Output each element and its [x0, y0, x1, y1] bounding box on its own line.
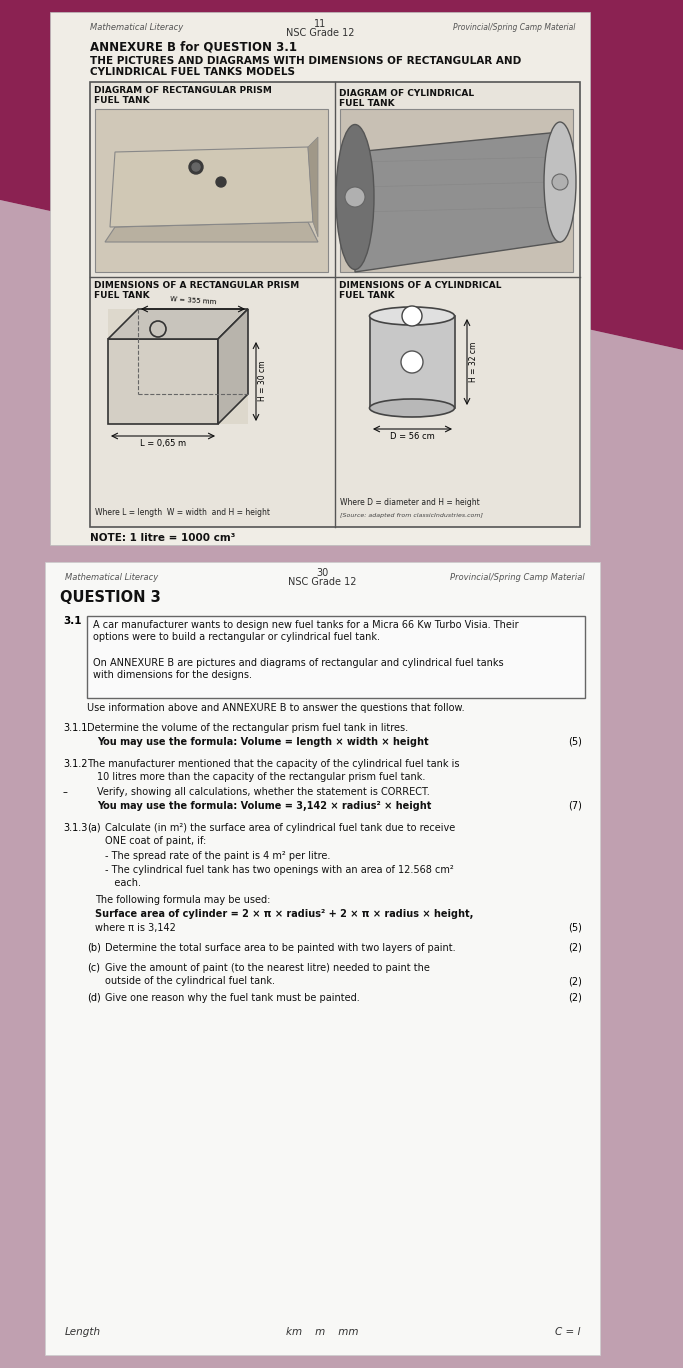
Text: 3.1.1: 3.1.1 — [63, 724, 87, 733]
Text: The manufacturer mentioned that the capacity of the cylindrical fuel tank is: The manufacturer mentioned that the capa… — [87, 759, 460, 769]
Circle shape — [216, 176, 226, 187]
Text: The following formula may be used:: The following formula may be used: — [95, 895, 270, 906]
Text: FUEL TANK: FUEL TANK — [339, 291, 395, 300]
Text: NOTE: 1 litre = 1000 cm³: NOTE: 1 litre = 1000 cm³ — [90, 534, 236, 543]
Text: - The cylindrical fuel tank has two openings with an area of 12.568 cm²: - The cylindrical fuel tank has two open… — [105, 865, 454, 876]
Polygon shape — [218, 309, 248, 424]
Text: outside of the cylindrical fuel tank.: outside of the cylindrical fuel tank. — [105, 975, 275, 986]
Ellipse shape — [544, 122, 576, 242]
Text: Where D = diameter and H = height: Where D = diameter and H = height — [340, 498, 479, 508]
Polygon shape — [355, 131, 560, 272]
Text: NSC Grade 12: NSC Grade 12 — [288, 577, 357, 587]
Text: with dimensions for the designs.: with dimensions for the designs. — [93, 670, 252, 680]
Text: L = 0,65 m: L = 0,65 m — [140, 439, 186, 447]
Ellipse shape — [370, 399, 454, 417]
Text: FUEL TANK: FUEL TANK — [94, 291, 150, 300]
Text: FUEL TANK: FUEL TANK — [94, 96, 150, 105]
Text: (5): (5) — [568, 923, 582, 933]
Bar — [108, 339, 218, 424]
Text: NSC Grade 12: NSC Grade 12 — [285, 27, 354, 38]
Bar — [90, 82, 580, 527]
Text: Use information above and ANNEXURE B to answer the questions that follow.: Use information above and ANNEXURE B to … — [87, 703, 464, 713]
Ellipse shape — [336, 124, 374, 269]
Text: QUESTION 3: QUESTION 3 — [60, 590, 161, 605]
Text: (2): (2) — [568, 993, 582, 1003]
Bar — [45, 562, 600, 1354]
Polygon shape — [0, 200, 683, 1368]
Polygon shape — [308, 137, 318, 237]
Text: Determine the volume of the rectangular prism fuel tank in litres.: Determine the volume of the rectangular … — [87, 724, 408, 733]
Text: –: – — [63, 787, 68, 798]
Text: Length: Length — [65, 1327, 101, 1337]
Bar — [340, 109, 573, 272]
Text: H = 30 cm: H = 30 cm — [258, 361, 267, 401]
Bar — [108, 309, 248, 424]
Text: Give one reason why the fuel tank must be painted.: Give one reason why the fuel tank must b… — [105, 993, 360, 1003]
Ellipse shape — [370, 306, 454, 326]
Text: A car manufacturer wants to design new fuel tanks for a Micra 66 Kw Turbo Visia.: A car manufacturer wants to design new f… — [93, 620, 518, 631]
Circle shape — [402, 306, 422, 326]
Text: FUEL TANK: FUEL TANK — [339, 98, 395, 108]
Text: (7): (7) — [568, 802, 582, 811]
Text: 11: 11 — [314, 19, 326, 29]
Text: ANNEXURE B for QUESTION 3.1: ANNEXURE B for QUESTION 3.1 — [90, 40, 297, 53]
Text: (d): (d) — [87, 993, 101, 1003]
Text: Provincial/Spring Camp Material: Provincial/Spring Camp Material — [450, 573, 585, 581]
Text: You may use the formula: Volume = length × width × height: You may use the formula: Volume = length… — [97, 737, 429, 747]
Text: CYLINDRICAL FUEL TANKS MODELS: CYLINDRICAL FUEL TANKS MODELS — [90, 67, 295, 77]
Text: THE PICTURES AND DIAGRAMS WITH DIMENSIONS OF RECTANGULAR AND: THE PICTURES AND DIAGRAMS WITH DIMENSION… — [90, 56, 521, 66]
Text: each.: each. — [105, 878, 141, 888]
Text: - The spread rate of the paint is 4 m² per litre.: - The spread rate of the paint is 4 m² p… — [105, 851, 331, 860]
Text: Determine the total surface area to be painted with two layers of paint.: Determine the total surface area to be p… — [105, 943, 456, 953]
Circle shape — [345, 187, 365, 207]
Text: Where L = length  W = width  and H = height: Where L = length W = width and H = heigh… — [95, 508, 270, 517]
Polygon shape — [105, 222, 318, 242]
Circle shape — [401, 352, 423, 373]
Text: options were to build a rectangular or cylindrical fuel tank.: options were to build a rectangular or c… — [93, 632, 380, 643]
Text: DIAGRAM OF CYLINDRICAL: DIAGRAM OF CYLINDRICAL — [339, 89, 474, 98]
Text: DIMENSIONS OF A RECTANGULAR PRISM: DIMENSIONS OF A RECTANGULAR PRISM — [94, 280, 299, 290]
Text: Mathematical Literacy: Mathematical Literacy — [65, 573, 158, 581]
Text: On ANNEXURE B are pictures and diagrams of rectangular and cylindrical fuel tank: On ANNEXURE B are pictures and diagrams … — [93, 658, 503, 668]
Text: Calculate (in m²) the surface area of cylindrical fuel tank due to receive: Calculate (in m²) the surface area of cy… — [105, 824, 456, 833]
Text: DIAGRAM OF RECTANGULAR PRISM: DIAGRAM OF RECTANGULAR PRISM — [94, 86, 272, 94]
Text: km    m    mm: km m mm — [285, 1327, 359, 1337]
Text: Provincial/Spring Camp Material: Provincial/Spring Camp Material — [453, 23, 575, 31]
Text: Give the amount of paint (to the nearest litre) needed to paint the: Give the amount of paint (to the nearest… — [105, 963, 430, 973]
Bar — [87, 616, 585, 698]
Text: Verify, showing all calculations, whether the statement is CORRECT.: Verify, showing all calculations, whethe… — [97, 787, 430, 798]
Circle shape — [552, 174, 568, 190]
Text: (a): (a) — [87, 824, 100, 833]
Text: DIMENSIONS OF A CYLINDRICAL: DIMENSIONS OF A CYLINDRICAL — [339, 280, 501, 290]
Text: ONE coat of paint, if:: ONE coat of paint, if: — [105, 836, 206, 845]
Text: 3.1.3: 3.1.3 — [63, 824, 87, 833]
Polygon shape — [50, 12, 590, 544]
Polygon shape — [0, 0, 683, 350]
Text: D = 56 cm: D = 56 cm — [389, 432, 434, 440]
Circle shape — [189, 160, 203, 174]
Text: 3.1.2: 3.1.2 — [63, 759, 87, 769]
Bar — [370, 316, 455, 408]
Text: C = l: C = l — [555, 1327, 580, 1337]
Text: 10 litres more than the capacity of the rectangular prism fuel tank.: 10 litres more than the capacity of the … — [97, 772, 426, 782]
Bar — [95, 109, 328, 272]
Circle shape — [192, 163, 200, 171]
Text: (b): (b) — [87, 943, 101, 953]
Text: [Source: adapted from classicIndustries.com]: [Source: adapted from classicIndustries.… — [340, 513, 483, 518]
Text: 30: 30 — [316, 568, 328, 579]
Text: where π is 3,142: where π is 3,142 — [95, 923, 176, 933]
Polygon shape — [110, 146, 313, 227]
Polygon shape — [108, 309, 248, 339]
Text: 3.1: 3.1 — [63, 616, 81, 627]
Text: (c): (c) — [87, 963, 100, 973]
Text: (5): (5) — [568, 737, 582, 747]
Text: (2): (2) — [568, 943, 582, 953]
Text: Mathematical Literacy: Mathematical Literacy — [90, 23, 183, 31]
Text: W = 355 mm: W = 355 mm — [169, 295, 217, 305]
Text: H = 32 cm: H = 32 cm — [469, 342, 478, 382]
Text: You may use the formula: Volume = 3,142 × radius² × height: You may use the formula: Volume = 3,142 … — [97, 802, 432, 811]
Text: (2): (2) — [568, 975, 582, 986]
Text: Surface area of cylinder = 2 × π × radius² + 2 × π × radius × height,: Surface area of cylinder = 2 × π × radiu… — [95, 908, 473, 919]
